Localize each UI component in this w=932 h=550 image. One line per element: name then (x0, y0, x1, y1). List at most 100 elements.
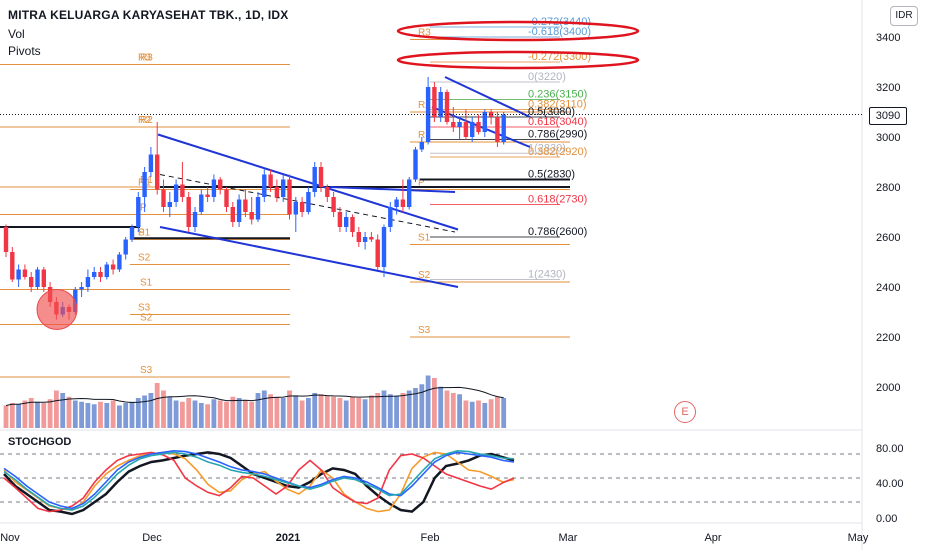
pivot-label: R2 (140, 115, 153, 126)
volume-bar (9, 403, 15, 428)
volume-bar (148, 393, 154, 428)
volume-bar (306, 398, 311, 428)
volume-bar (123, 403, 129, 428)
volume-bar (432, 378, 437, 428)
volume-bar (425, 375, 431, 428)
price-axis-tick: 3000 (876, 132, 900, 144)
candle-body (230, 207, 235, 222)
volume-bar (369, 395, 374, 428)
volume-bar (249, 401, 255, 428)
earnings-event-marker[interactable]: E (674, 401, 696, 423)
stochastic-indicator-label[interactable]: STOCHGOD (8, 436, 72, 448)
candle-body (306, 192, 311, 212)
volume-bar (98, 401, 103, 428)
candle-body (205, 194, 210, 197)
fib-level-label: -0.618(3400) (528, 26, 591, 38)
volume-legend-label[interactable]: Vol (8, 27, 25, 41)
volume-bar (394, 395, 399, 428)
fib-level-label: 0.5(2830) (528, 169, 575, 181)
volume-bar (312, 393, 318, 428)
volume-bar (274, 396, 280, 428)
volume-bar (482, 403, 488, 428)
volume-bar (205, 404, 210, 428)
trend-channel-line (329, 186, 456, 193)
volume-bar (413, 388, 418, 428)
candle-body (331, 197, 336, 212)
candle-body (85, 277, 91, 287)
pivot-label: S1 (138, 228, 151, 239)
candle-body (432, 87, 437, 117)
volume-bar (337, 398, 343, 428)
volume-bar (331, 396, 336, 428)
pivot-label: S3 (418, 325, 431, 336)
candle-body (262, 174, 267, 197)
pivot-label: R2 (418, 100, 431, 111)
candle-body (463, 122, 469, 137)
candle-body (92, 272, 97, 277)
volume-bar (192, 400, 198, 428)
volume-bar (469, 401, 475, 428)
trend-channel-line (444, 76, 531, 118)
volume-bar (236, 398, 242, 428)
candle-body (255, 197, 261, 220)
last-price-tag: 3090 (869, 107, 907, 125)
time-axis-tick: Mar (559, 532, 578, 544)
volume-bar (110, 400, 116, 428)
target-highlight-ellipse (396, 50, 640, 70)
volume-bar (419, 384, 425, 428)
candle-body (293, 202, 298, 215)
candle-body (388, 207, 393, 227)
stoch-line-blue (3, 449, 515, 510)
trend-channel-line (159, 226, 459, 288)
volume-bar (356, 398, 362, 428)
fib-level-label: 0(3220) (528, 71, 566, 83)
volume-bar (400, 393, 406, 428)
candle-body (299, 202, 305, 212)
volume-bar (406, 390, 412, 428)
pivot-label: S3 (140, 365, 153, 376)
candle-body (155, 154, 160, 190)
candle-body (312, 167, 317, 192)
pivot-label: R3 (418, 28, 431, 39)
candle-body (470, 122, 475, 137)
candle-body (381, 227, 387, 267)
candle-body (236, 199, 242, 222)
candle-body (337, 212, 343, 227)
volume-bar (217, 400, 223, 428)
time-axis-tick: May (848, 532, 869, 544)
pivot-label: S1 (140, 278, 153, 289)
candle-body (16, 269, 21, 280)
candle-body (356, 232, 361, 242)
time-axis-tick: 2021 (276, 532, 300, 544)
pivots-legend-label[interactable]: Pivots (8, 44, 41, 58)
candle-body (369, 237, 374, 240)
candle-body (419, 142, 424, 150)
chart-title: MITRA KELUARGA KARYASEHAT TBK., 1D, IDX (8, 8, 289, 22)
volume-bar (154, 383, 160, 428)
candle-body (362, 237, 368, 242)
candle-body (41, 269, 46, 287)
candle-body (3, 227, 9, 252)
volume-bar (129, 401, 135, 428)
fib-level-label: 0.5(3080) (528, 106, 575, 118)
currency-button[interactable]: IDR (890, 6, 918, 26)
candle-body (438, 92, 443, 117)
volume-bar (180, 401, 185, 428)
volume-bar (161, 390, 166, 428)
candle-body (350, 217, 355, 232)
candle-body (488, 112, 494, 117)
volume-bar (41, 403, 47, 428)
candle-body (167, 202, 172, 207)
volume-bar (3, 405, 9, 428)
pivot-label: S2 (138, 253, 151, 264)
pivot-label: P (418, 178, 425, 189)
volume-bar (230, 396, 236, 428)
candle-body (407, 179, 412, 207)
volume-bar (476, 400, 481, 428)
volume-bar (362, 399, 368, 428)
candle-body (173, 184, 179, 202)
volume-bar (287, 390, 292, 428)
candle-body (451, 122, 456, 127)
time-axis-tick: Nov (0, 532, 20, 544)
